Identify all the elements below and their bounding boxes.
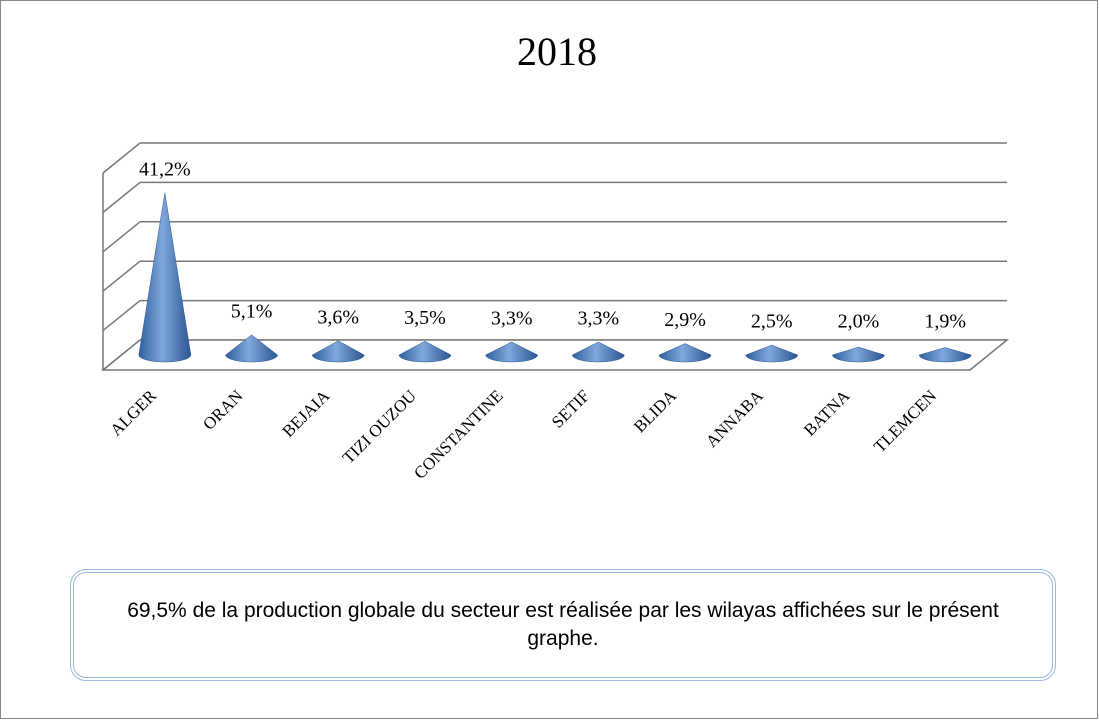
cone (658, 343, 712, 363)
x-tick-label: BLIDA (630, 386, 681, 437)
cone (485, 341, 538, 363)
grid-line (102, 260, 141, 292)
grid-line (102, 221, 141, 253)
annotation-box: 69,5% de la production globale du secteu… (70, 569, 1056, 681)
chart-title: 2018 (517, 29, 597, 74)
cone (311, 340, 365, 363)
data-label: 3,6% (317, 306, 359, 328)
cone (138, 192, 192, 363)
x-tick-label: ALGER (106, 386, 160, 440)
x-tick-label: SETIF (548, 386, 593, 431)
cone (745, 344, 799, 363)
data-label: 2,5% (751, 311, 793, 333)
x-tick-label: BATNA (800, 386, 854, 440)
x-tick-label: ORAN (199, 386, 246, 433)
cone (832, 346, 885, 363)
data-label: 3,3% (578, 308, 620, 330)
x-tick-label: TIZI OUZOU (339, 386, 420, 467)
data-label: 3,3% (491, 308, 533, 330)
grid-line (102, 142, 141, 174)
data-label: 1,9% (924, 311, 966, 333)
data-label: 3,5% (404, 307, 446, 329)
annotation: 69,5% de la production globale du secteu… (127, 599, 999, 650)
x-tick-label: TLEMCEN (870, 386, 940, 456)
cone (918, 347, 972, 363)
grid-line (102, 181, 141, 213)
x-tick-label: CONSTANTINE (410, 386, 507, 483)
data-label: 5,1% (231, 300, 273, 322)
x-tick-label: ANNABA (702, 386, 767, 451)
data-label: 41,2% (139, 158, 191, 180)
cone (225, 334, 278, 363)
grid-line (102, 300, 141, 332)
data-label: 2,9% (664, 309, 706, 331)
cone (398, 340, 452, 363)
x-tick-label: BEJAIA (278, 386, 333, 441)
data-label: 2,0% (838, 311, 880, 333)
cone (572, 341, 625, 363)
